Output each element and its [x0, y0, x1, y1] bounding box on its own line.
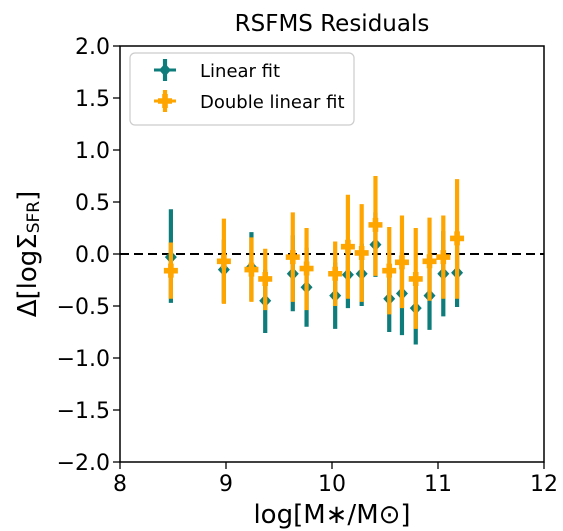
x-tick-label: 9 — [219, 472, 233, 497]
data-point — [163, 263, 178, 278]
chart-title: RSFMS Residuals — [235, 11, 430, 37]
data-point — [285, 250, 300, 265]
y-axis-ticks: 2.0 1.5 1.0 0.5 0.0 −0.5 −1.0 −1.5 −2.0 — [57, 35, 120, 476]
y-tick-label: −0.5 — [57, 295, 110, 320]
x-tick-label: 8 — [113, 472, 127, 497]
x-tick-label: 11 — [424, 472, 452, 497]
plot-frame — [119, 45, 545, 463]
data-point — [354, 245, 369, 260]
legend-symbol-double-linear-fit — [154, 90, 176, 112]
y-axis-label: Δ[logΣSFR] — [13, 191, 44, 318]
x-axis-label: log[M∗/M⊙] — [253, 500, 410, 530]
legend-box — [129, 52, 355, 126]
data-point — [408, 271, 423, 286]
data-point — [244, 262, 259, 277]
y-tick-label: −1.0 — [57, 347, 110, 372]
legend-symbol-linear-fit — [154, 59, 176, 81]
y-tick-label: 0.0 — [75, 243, 110, 268]
y-tick-label: 0.5 — [75, 191, 110, 216]
y-tick-label: 1.0 — [75, 139, 110, 164]
data-point — [382, 263, 397, 278]
x-axis-ticks: 8 9 10 11 12 — [113, 462, 558, 497]
y-tick-label: 2.0 — [75, 35, 110, 60]
y-tick-label: −1.5 — [57, 399, 110, 424]
series-layer — [163, 176, 465, 345]
legend-marker — [159, 63, 171, 77]
data-point — [394, 255, 409, 270]
x-tick-label: 10 — [318, 472, 346, 497]
data-point — [340, 239, 355, 254]
legend: Linear fit Double linear fit — [129, 52, 355, 126]
data-point — [368, 217, 383, 232]
data-point — [450, 231, 465, 246]
y-tick-label: −2.0 — [57, 451, 110, 476]
legend-marker — [158, 94, 172, 108]
legend-label-linear-fit: Linear fit — [200, 61, 280, 82]
y-tick-label: 1.5 — [75, 87, 110, 112]
legend-label-double-linear-fit: Double linear fit — [200, 92, 345, 113]
data-point — [328, 266, 343, 281]
data-point — [422, 254, 437, 269]
data-point — [216, 254, 231, 269]
data-point — [436, 250, 451, 265]
series-double-linear-fit — [163, 176, 465, 329]
data-point — [299, 261, 314, 276]
x-tick-label: 12 — [530, 472, 558, 497]
data-point — [258, 271, 273, 286]
